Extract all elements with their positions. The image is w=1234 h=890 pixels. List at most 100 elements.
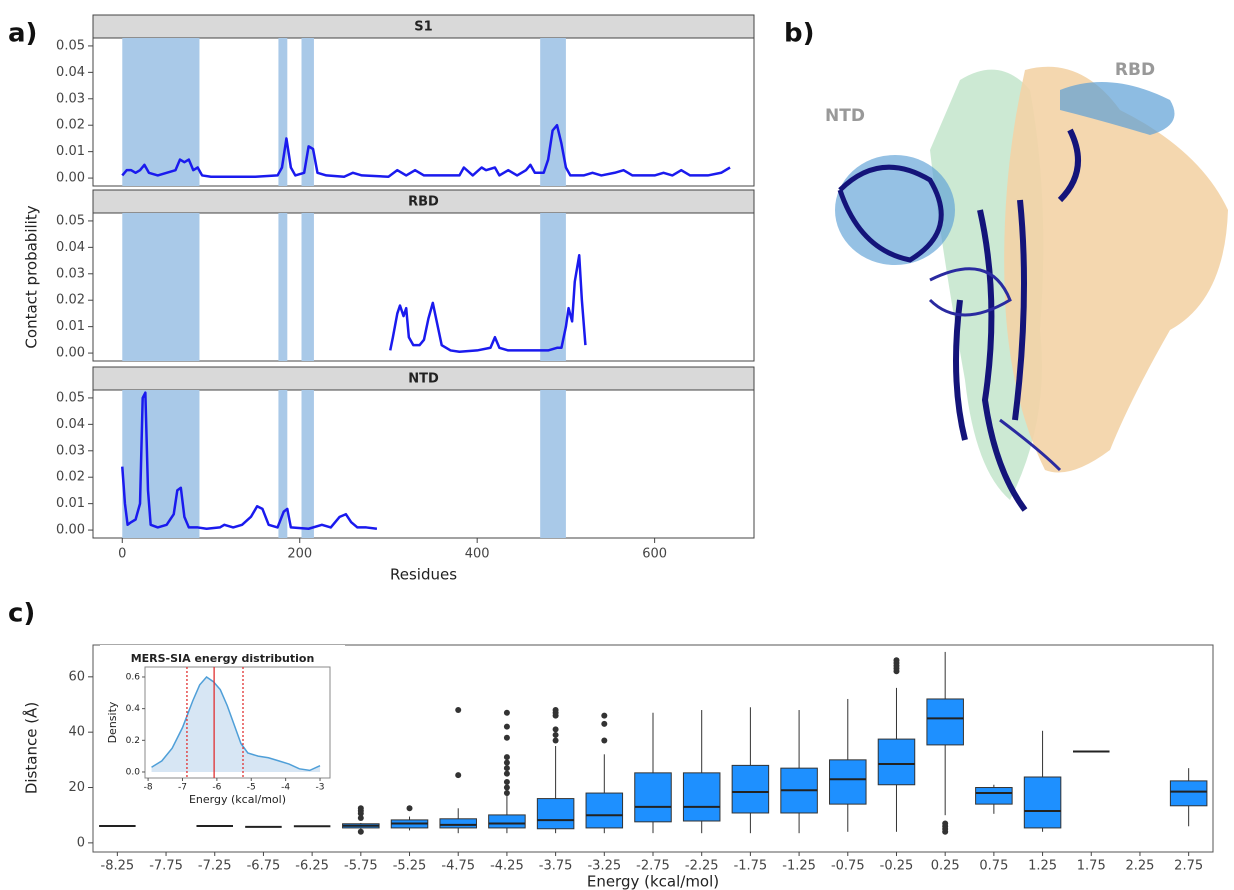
x-tick-label: 600: [642, 547, 667, 562]
outlier: [503, 770, 510, 777]
y-tick-label: 0.00: [56, 523, 85, 538]
outlier: [406, 805, 413, 812]
box: [975, 787, 1013, 805]
highlight-region: [301, 213, 314, 361]
outlier: [357, 810, 364, 817]
x-tick-label: -5.75: [344, 859, 378, 874]
x-tick-label: 1.25: [1028, 859, 1057, 874]
outlier: [893, 657, 900, 664]
x-tick-label: -4.25: [490, 859, 524, 874]
outlier: [601, 737, 608, 744]
outlier: [552, 726, 559, 733]
box: [488, 814, 526, 829]
x-axis-label: Residues: [390, 566, 457, 584]
x-tick-label: -4: [281, 783, 290, 793]
highlight-region: [301, 390, 314, 538]
x-tick-label: -6.25: [295, 859, 329, 874]
contact-line: [121, 391, 378, 530]
highlight-region: [540, 390, 566, 538]
y-tick-label: 60: [68, 669, 85, 684]
contact-line: [121, 123, 731, 178]
y-tick-label: 0.02: [56, 118, 85, 133]
x-tick-label: -0.75: [831, 859, 865, 874]
x-tick-label: -8: [144, 783, 153, 793]
x-tick-label: -7.75: [149, 859, 183, 874]
x-tick-label: 0.75: [979, 859, 1008, 874]
box: [1169, 780, 1208, 807]
plot-frame: [92, 389, 755, 539]
facet-title: RBD: [408, 195, 439, 210]
x-tick-label: -7.25: [198, 859, 232, 874]
box: [634, 772, 672, 823]
y-tick-label: 0.0: [126, 767, 141, 777]
outlier: [503, 784, 510, 791]
outlier: [942, 820, 949, 827]
y-tick-label: 0.01: [56, 319, 85, 334]
x-tick-label: -6: [212, 783, 221, 793]
panel-label: b): [784, 19, 815, 49]
structure-label: RBD: [1115, 60, 1155, 80]
y-tick-label: 0.04: [56, 240, 85, 255]
highlight-region: [540, 38, 566, 186]
y-tick-label: 0.2: [126, 736, 140, 746]
facet-title: S1: [414, 20, 432, 35]
outlier: [455, 772, 462, 779]
y-tick-label: 0.03: [56, 91, 85, 106]
outlier: [552, 731, 559, 738]
y-tick-label: 0.01: [56, 144, 85, 159]
outlier: [357, 814, 364, 821]
highlight-region: [278, 38, 288, 186]
plot-frame: [92, 37, 755, 187]
x-tick-label: 0: [118, 547, 126, 562]
x-tick-label: -3.75: [539, 859, 573, 874]
x-tick-label: 2.25: [1125, 859, 1154, 874]
highlight-region: [122, 213, 200, 361]
y-tick-label: 0.04: [56, 417, 85, 432]
y-tick-label: 0.4: [126, 704, 141, 714]
box: [536, 798, 575, 830]
box: [877, 738, 916, 786]
contact-line: [389, 254, 587, 353]
facet: [122, 38, 566, 186]
outlier: [503, 754, 510, 761]
y-tick-label: 0.05: [56, 38, 85, 53]
box: [829, 759, 867, 805]
y-tick-label: 0.6: [126, 672, 141, 682]
facet: [122, 390, 566, 538]
y-tick-label: 0: [77, 835, 85, 850]
outlier: [503, 709, 510, 716]
x-axis-label: Energy (kcal/mol): [189, 793, 286, 806]
outlier: [552, 737, 559, 744]
highlight-region: [301, 38, 314, 186]
y-tick-label: 0.02: [56, 470, 85, 485]
outlier: [601, 720, 608, 727]
box: [731, 764, 770, 814]
facet: [122, 213, 566, 361]
structure-label: NTD: [825, 106, 865, 126]
outlier: [503, 759, 510, 766]
x-tick-label: -3.25: [587, 859, 621, 874]
outlier: [503, 790, 510, 797]
x-tick-label: -6.75: [247, 859, 281, 874]
x-tick-label: 0.25: [931, 859, 960, 874]
x-tick-label: -7: [178, 783, 187, 793]
outlier: [552, 707, 559, 714]
y-tick-label: 0.03: [56, 266, 85, 281]
x-tick-label: -8.25: [101, 859, 135, 874]
facet-title: NTD: [408, 372, 439, 387]
x-tick-label: -4.75: [441, 859, 475, 874]
highlight-region: [122, 38, 200, 186]
y-tick-label: 0.04: [56, 65, 85, 80]
box: [682, 772, 721, 822]
x-tick-label: -1.75: [734, 859, 768, 874]
outlier: [357, 828, 364, 835]
box: [439, 818, 477, 829]
x-tick-label: -2.75: [636, 859, 670, 874]
highlight-region: [540, 213, 566, 361]
y-tick-label: 0.02: [56, 293, 85, 308]
x-tick-label: -3: [316, 783, 325, 793]
y-tick-label: 40: [68, 725, 85, 740]
box: [926, 698, 964, 746]
outlier: [503, 734, 510, 741]
outlier: [503, 765, 510, 772]
